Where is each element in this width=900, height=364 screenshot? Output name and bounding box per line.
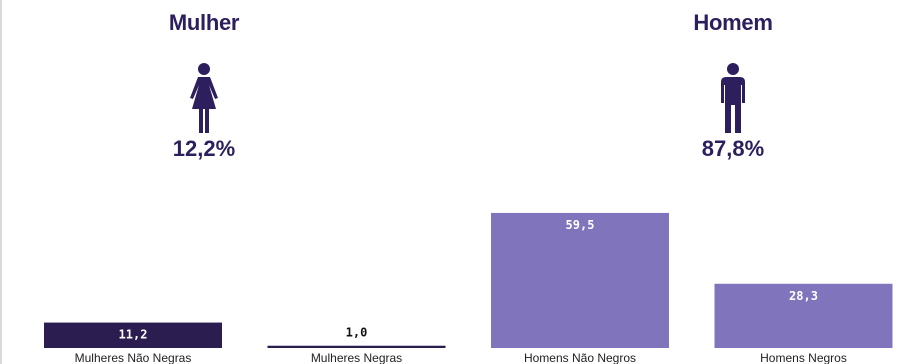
bar-value-label-1: 11,2 [119,328,148,342]
bar-value-label-4: 28,3 [789,289,818,303]
category-label-1: Mulheres Não Negras [75,351,192,364]
left-border [0,0,2,364]
category-label-2: Mulheres Negras [311,351,402,364]
female-icon [190,63,218,133]
male-icon [721,63,745,133]
bar-2 [267,345,446,348]
group-homem: Homem 87,8% [623,10,843,162]
bar-value-label-3: 59,5 [566,218,595,232]
group-mulher: Mulher 12,2% [94,10,314,162]
group-title-mulher: Mulher [168,10,240,35]
category-label-4: Homens Negros [760,351,847,364]
bar-1 [44,322,222,348]
bar-4 [714,283,893,348]
bar-3 [491,212,669,348]
group-percent-mulher: 12,2% [172,136,236,161]
group-title-homem: Homem [693,10,773,35]
category-label-3: Homens Não Negros [524,351,636,364]
bar-value-label-2: 1,0 [346,326,368,340]
group-percent-homem: 87,8% [701,136,765,161]
